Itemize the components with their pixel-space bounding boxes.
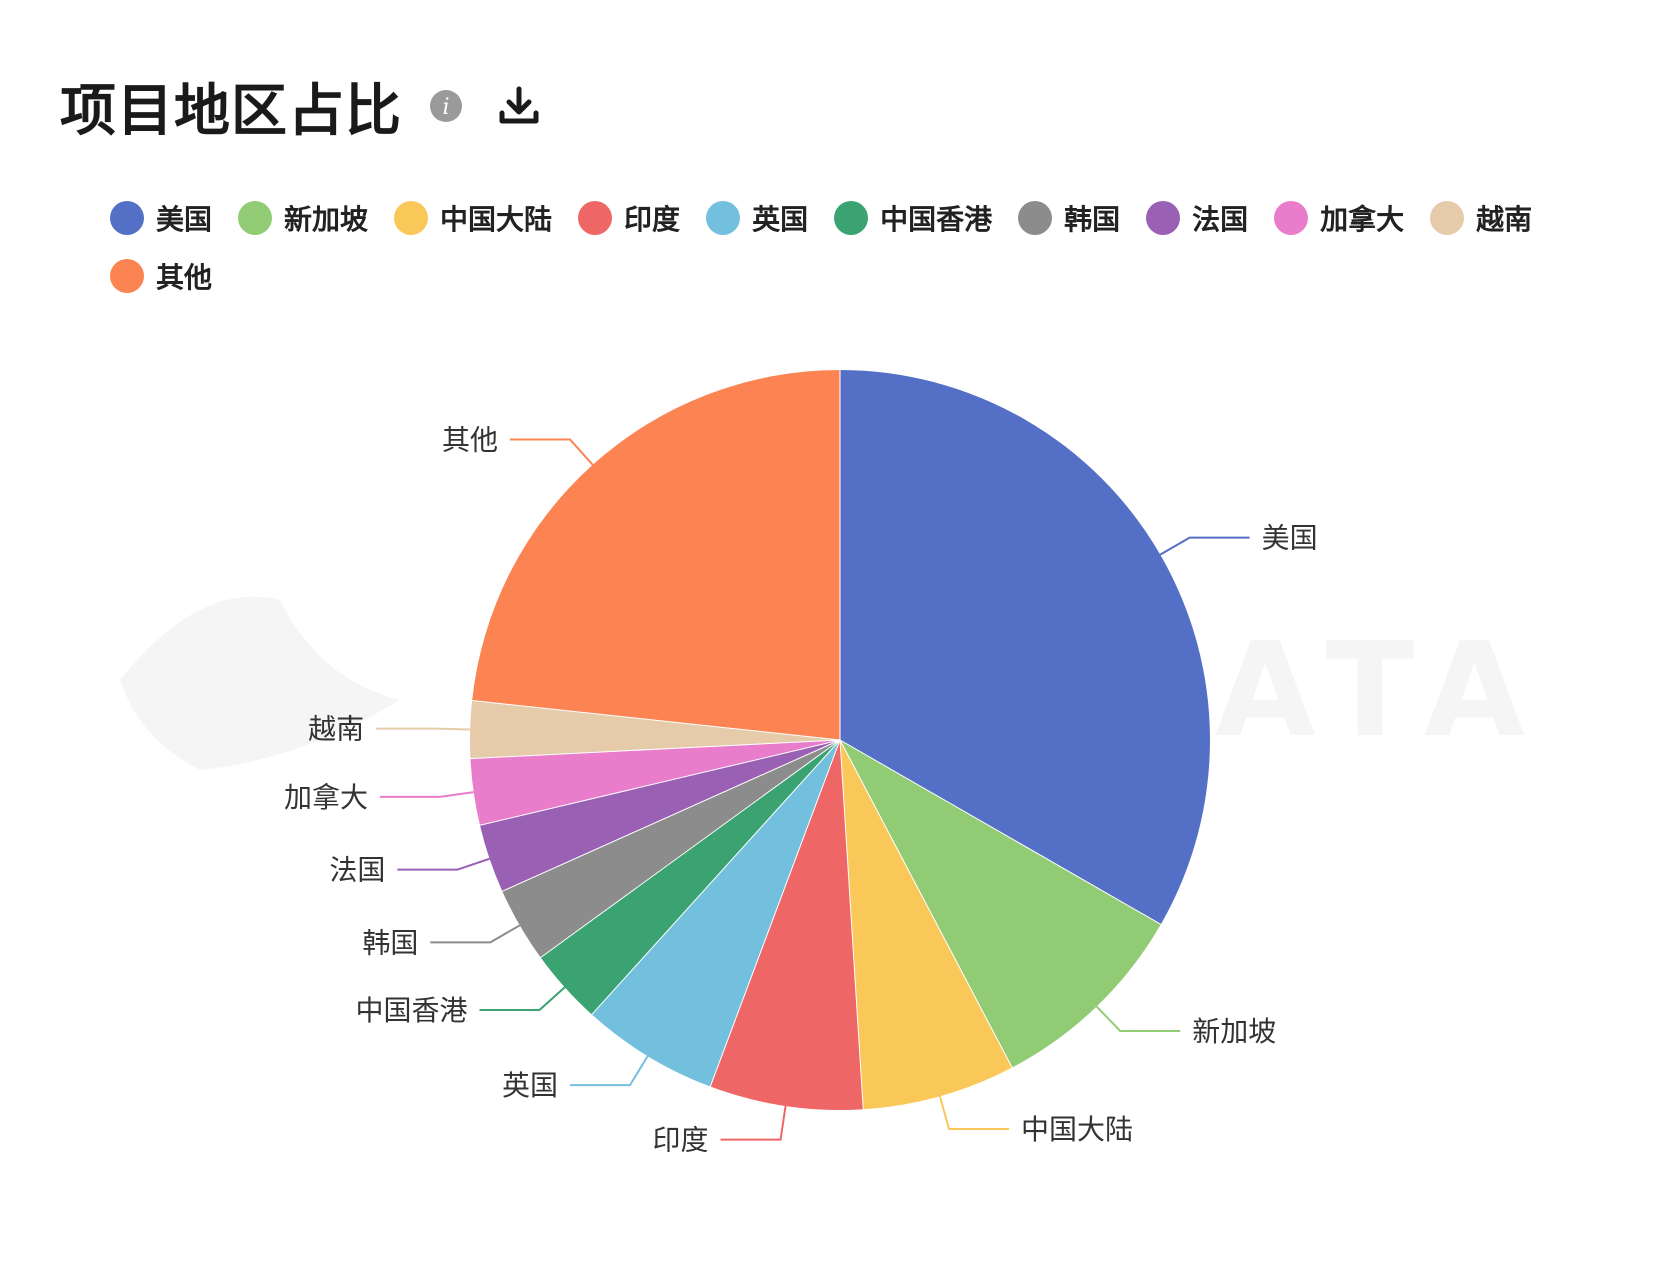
pie-slice[interactable] — [540, 740, 840, 1015]
slice-separator — [709, 739, 841, 1087]
chart-title: 项目地区占比 — [60, 78, 402, 144]
legend-item[interactable]: 加拿大 — [1274, 200, 1404, 236]
legend-marker — [834, 201, 869, 235]
label-leader-line — [509, 438, 594, 466]
slice-label: 中国香港 — [355, 994, 467, 1027]
slice-label: 越南 — [308, 713, 364, 746]
legend-item[interactable]: 中国大陆 — [394, 200, 552, 236]
slice-label: 印度 — [653, 1124, 709, 1157]
pie-slice[interactable] — [470, 740, 840, 826]
legend-marker — [238, 201, 273, 235]
legend-marker — [110, 259, 144, 293]
legend-item[interactable]: 新加坡 — [238, 200, 368, 236]
slice-separator — [470, 739, 841, 760]
label-leader-line — [569, 1055, 649, 1087]
slice-label: 新加坡 — [1192, 1015, 1276, 1048]
legend-marker — [706, 201, 741, 235]
legend-item[interactable]: 越南 — [1430, 200, 1532, 236]
label-leader-line — [1095, 1005, 1181, 1033]
pie-slice[interactable] — [470, 700, 840, 759]
pie-slice[interactable] — [840, 740, 1161, 1068]
legend-label: 其他 — [156, 261, 213, 294]
legend-marker — [1274, 201, 1309, 235]
legend-label: 越南 — [1476, 203, 1533, 236]
legend-item[interactable]: 法国 — [1146, 200, 1248, 236]
legend-label: 加拿大 — [1320, 203, 1405, 236]
info-icon[interactable]: i — [430, 90, 462, 122]
legend-label: 印度 — [624, 203, 681, 236]
legend-label: 中国大陆 — [440, 203, 553, 236]
download-icon[interactable] — [496, 83, 542, 129]
label-leader-line — [938, 1095, 1010, 1131]
slice-label: 加拿大 — [284, 781, 368, 814]
watermark-flag-shape — [120, 596, 400, 770]
pie-slice[interactable] — [710, 740, 864, 1110]
legend-item[interactable]: 其他 — [110, 258, 212, 294]
legend-item[interactable]: 美国 — [110, 200, 212, 236]
slice-label: 韩国 — [362, 926, 418, 959]
slice-separator — [839, 739, 1162, 925]
legend-item[interactable]: 印度 — [578, 200, 680, 236]
chart-legend: 美国 新加坡 中国大陆 印度 英国 中国香港 韩国 法国 加拿大 越南其他 — [110, 200, 1610, 294]
slice-label: 中国大陆 — [1021, 1113, 1133, 1146]
pie-slice[interactable] — [472, 370, 840, 740]
label-leader-line — [430, 924, 521, 944]
chart-header: 项目地区占比 i — [60, 66, 542, 146]
watermark-text: ATA — [1215, 614, 1545, 766]
label-leader-line — [479, 986, 566, 1012]
legend-label: 美国 — [156, 203, 213, 236]
legend-marker — [1146, 201, 1181, 235]
label-leader-line — [380, 791, 474, 798]
label-leader-line — [397, 857, 490, 871]
label-leader-line — [1159, 536, 1250, 556]
pie-slice[interactable] — [591, 740, 840, 1087]
legend-marker — [1018, 201, 1053, 235]
slice-separator — [502, 739, 841, 892]
legend-marker — [1430, 201, 1465, 235]
slice-separator — [472, 700, 841, 741]
pie-slice[interactable] — [840, 740, 1013, 1110]
pie-slice[interactable] — [479, 740, 840, 892]
legend-item[interactable]: 英国 — [706, 200, 808, 236]
legend-label: 韩国 — [1064, 203, 1121, 236]
slice-separator — [591, 739, 841, 1015]
label-leader-line — [376, 727, 471, 731]
legend-marker — [394, 201, 429, 235]
legend-label: 法国 — [1192, 203, 1249, 236]
slice-label: 美国 — [1262, 522, 1318, 555]
legend-marker — [110, 201, 144, 235]
slice-separator — [479, 739, 841, 826]
slice-separator — [540, 739, 841, 958]
pie-slice[interactable] — [840, 370, 1210, 925]
legend-label: 中国香港 — [880, 203, 993, 236]
label-leader-line — [720, 1105, 787, 1141]
slice-separator — [839, 739, 864, 1110]
slice-separator — [839, 739, 1013, 1068]
legend-item[interactable]: 韩国 — [1018, 200, 1120, 236]
slice-label: 法国 — [329, 854, 385, 887]
svg-text:i: i — [442, 95, 449, 120]
pie-slice[interactable] — [502, 740, 840, 958]
legend-item[interactable]: 中国香港 — [834, 200, 992, 236]
legend-marker — [578, 201, 613, 235]
legend-label: 英国 — [752, 203, 809, 236]
slice-label: 英国 — [502, 1069, 558, 1102]
legend-label: 新加坡 — [284, 203, 369, 236]
slice-label: 其他 — [442, 423, 498, 456]
